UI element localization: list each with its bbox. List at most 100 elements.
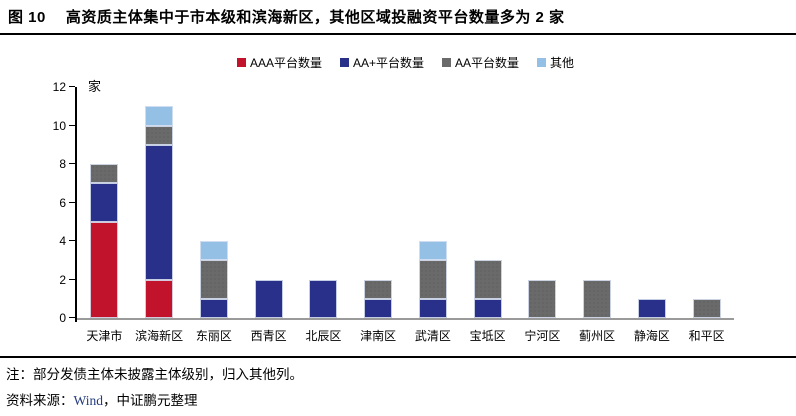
y-tick-label: 12	[52, 80, 66, 94]
legend-label: AA+平台数量	[352, 55, 424, 70]
legend-item: 其他	[537, 54, 574, 71]
x-axis-label: 静海区	[633, 329, 670, 343]
source-line: 资料来源：Wind，中证鹏元整理	[6, 388, 303, 414]
stacked-bar	[528, 87, 557, 318]
y-tick-label: 0	[59, 311, 66, 325]
y-tick-labels: 0 2 4 6 8 10 12	[28, 81, 66, 324]
bar-segment	[418, 298, 447, 318]
bar-segment	[145, 106, 174, 126]
y-tick-label: 10	[52, 118, 66, 133]
bar-group	[406, 87, 461, 318]
bar-segment	[528, 279, 557, 318]
source-suffix: ，中证鹏元整理	[102, 393, 198, 409]
x-axis-label: 津南区	[360, 329, 397, 343]
x-axis-label: 宁河区	[524, 329, 561, 343]
x-axis-label: 西青区	[250, 329, 287, 343]
y-tick-mark	[69, 163, 75, 165]
stacked-bar	[145, 87, 174, 318]
y-tick-label: 4	[59, 234, 66, 249]
stacked-bar	[309, 87, 338, 318]
bar-group	[351, 87, 406, 318]
stacked-bar	[254, 87, 283, 318]
source-wind: Wind	[73, 393, 103, 409]
y-tick-mark	[69, 201, 75, 203]
bar-segment	[90, 221, 119, 318]
bar-group	[625, 87, 680, 318]
figure-title-text: 高资质主体集中于市本级和滨海新区，其他区域投融资平台数量多为 2 家	[65, 9, 565, 26]
bar-segment	[364, 298, 393, 318]
figure-title: 图 10 高资质主体集中于市本级和滨海新区，其他区域投融资平台数量多为 2 家	[8, 6, 565, 27]
bar-segment	[309, 279, 338, 318]
bar-segment	[199, 260, 228, 299]
y-tick-mark	[69, 317, 75, 318]
stacked-bar	[418, 87, 447, 318]
bar-segment	[145, 144, 174, 280]
source-prefix: 资料来源：	[6, 393, 74, 409]
bar-segment	[418, 241, 447, 261]
bar-segment	[199, 298, 228, 318]
x-axis-labels: 天津市 滨海新区 东丽区 西青区 北辰区 津南区 武清区 宝坻区 宁河区 蓟州区 静海区 和平区	[77, 327, 734, 344]
x-axis-label: 宝坻区	[469, 329, 506, 343]
bar-segment	[145, 125, 174, 145]
bar-segment	[90, 164, 119, 184]
note-line: 注：部分发债主体未披露主体级别，归入其他列。	[6, 367, 303, 382]
stacked-bar	[90, 87, 119, 318]
legend-marker-icon	[442, 57, 451, 67]
footnotes: 注：部分发债主体未披露主体级别，归入其他列。 资料来源：Wind，中证鹏元整理	[6, 362, 303, 415]
bar-group	[77, 87, 132, 318]
bar-segment	[254, 279, 283, 318]
bar-group	[241, 87, 296, 318]
stacked-bar	[364, 87, 393, 318]
x-axis-label: 东丽区	[195, 329, 232, 343]
legend-marker-icon	[339, 57, 349, 67]
bar-segment	[473, 260, 502, 299]
chart-legend: AAA平台数量 AA+平台数量 AA平台数量 其他	[77, 54, 734, 70]
y-tick-mark	[69, 124, 75, 126]
y-tick-mark	[69, 240, 75, 242]
y-tick-label: 2	[59, 272, 66, 287]
y-tick-label: 6	[59, 195, 66, 210]
legend-marker-icon	[236, 57, 246, 67]
legend-item: AA+平台数量	[339, 54, 424, 71]
bar-segment	[418, 260, 447, 299]
title-divider	[0, 33, 796, 35]
bar-group	[679, 87, 734, 318]
legend-label: AA平台数量	[455, 55, 520, 70]
bar-segment	[583, 279, 612, 318]
y-tick-label: 8	[59, 157, 66, 172]
legend-marker-icon	[537, 57, 547, 67]
stacked-bar	[637, 87, 666, 318]
stacked-bar	[473, 87, 502, 318]
x-axis-label: 武清区	[414, 329, 451, 343]
x-axis-label: 天津市	[86, 329, 123, 343]
stacked-bar	[583, 87, 612, 318]
y-axis-line	[75, 87, 77, 322]
bar-group	[296, 87, 351, 318]
figure-number: 图 10	[8, 9, 46, 26]
bar-segment	[145, 279, 174, 318]
bar-segment	[473, 298, 502, 318]
legend-item: AA平台数量	[442, 54, 519, 71]
y-ticks	[69, 86, 75, 318]
stacked-bar	[199, 87, 228, 318]
bar-segment	[90, 183, 119, 222]
bar-group	[132, 87, 187, 318]
x-axis-label: 滨海新区	[135, 329, 184, 343]
bar-segment	[364, 279, 393, 299]
plot-area	[77, 87, 734, 320]
bar-group	[460, 87, 515, 318]
x-axis-label: 北辰区	[305, 329, 342, 343]
legend-item: AAA平台数量	[236, 54, 322, 71]
bar-group	[570, 87, 625, 318]
stacked-bar	[692, 87, 721, 318]
bar-segment	[199, 241, 228, 261]
bar-group	[187, 87, 242, 318]
bar-group	[515, 87, 570, 318]
footer-divider	[0, 356, 796, 358]
legend-label: AAA平台数量	[249, 55, 322, 70]
x-axis-label: 蓟州区	[579, 329, 616, 343]
legend-label: 其他	[550, 55, 575, 70]
bar-segment	[637, 298, 666, 318]
y-tick-mark	[69, 278, 75, 280]
